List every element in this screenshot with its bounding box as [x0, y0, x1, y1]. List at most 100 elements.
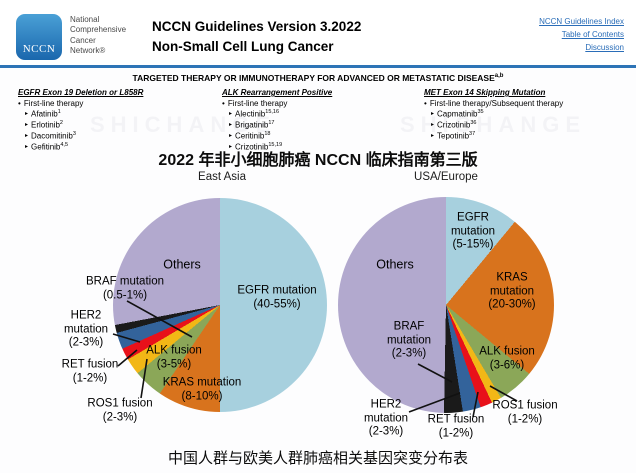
drug-name: Ceritinib18 — [235, 131, 271, 141]
pie-label-line: (2-3%) — [391, 347, 427, 360]
therapy-intro-text: First-line therapy — [227, 99, 288, 109]
triangle-bullet-icon: ▸ — [25, 111, 29, 118]
document-title: NCCN Guidelines Version 3.2022 Non-Small… — [152, 17, 361, 56]
pie-label-line: ALK fusion — [479, 345, 535, 358]
pie-label-line: (1-2%) — [438, 427, 474, 439]
org-line: Comprehensive — [70, 25, 127, 35]
pie-label-others: Others — [163, 258, 201, 273]
pie-label-ret: RET fusion (1-2%) — [428, 413, 485, 440]
pie-label-line: KRAS mutation — [162, 376, 242, 389]
therapy-column-met: MET Exon 14 Skipping Mutation • First-line… — [424, 88, 624, 142]
bullet-icon: • — [424, 99, 427, 109]
therapy-item: ▸ Ceritinib18 — [222, 131, 422, 142]
pie-label-line: mutation — [450, 225, 496, 238]
pie-label-line: HER2 — [70, 309, 102, 322]
reference-superscript: 17 — [268, 120, 275, 127]
therapy-column-egfr: EGFR Exon 19 Deletion or L858R • First-lin… — [18, 88, 218, 153]
cancer-type-title: Non-Small Cell Lung Cancer — [152, 38, 334, 54]
section-heading-footnote: a,b — [494, 73, 504, 80]
pie-label-her2: HER2 mutation (2-3%) — [64, 310, 108, 351]
link-discussion[interactable]: Discussion — [585, 42, 624, 52]
pie-label-braf: BRAF mutation (0.5-1%) — [86, 275, 164, 302]
pie-label-line: RET fusion — [427, 413, 485, 426]
pie-label-line: EGFR mutation — [237, 284, 317, 297]
link-table-of-contents[interactable]: Table of Contents — [561, 29, 624, 39]
org-name: National Comprehensive Cancer Network® — [70, 15, 126, 57]
pie-label-kras: KRAS mutation (20-30%) — [488, 272, 535, 313]
triangle-bullet-icon: ▸ — [25, 144, 29, 151]
bullet-icon: • — [222, 99, 225, 109]
triangle-bullet-icon: ▸ — [25, 133, 29, 140]
therapy-item: ▸ Erlotinib2 — [18, 120, 218, 131]
triangle-bullet-icon: ▸ — [431, 111, 435, 118]
triangle-bullet-icon: ▸ — [229, 122, 233, 129]
therapy-item: ▸ Afatinib1 — [18, 109, 218, 120]
pie-label-line: (0.5-1%) — [102, 289, 148, 301]
pie-label-line: (40-55%) — [253, 298, 301, 310]
chinese-title: 2022 年非小细胞肺癌 NCCN 临床指南第三版 — [158, 152, 478, 169]
header-links: NCCN Guidelines Index Table of Contents … — [539, 16, 624, 54]
pie-label-line: Others — [376, 257, 414, 272]
guidelines-version-title: NCCN Guidelines Version 3.2022 — [152, 19, 362, 34]
triangle-bullet-icon: ▸ — [431, 133, 435, 140]
blue-divider — [0, 65, 636, 68]
pie-label-line: BRAF mutation — [86, 275, 164, 288]
pie-label-alk: ALK fusion (3-5%) — [146, 344, 202, 371]
pie-label-line: (3-6%) — [489, 359, 525, 371]
therapy-column-header: EGFR Exon 19 Deletion or L858R — [18, 88, 144, 97]
watermark-text: SHICHANGE — [90, 112, 277, 137]
pie-label-line: mutation — [489, 285, 535, 298]
therapy-column-header: ALK Rearrangement Positive — [222, 88, 333, 97]
drug-name: Brigatinib17 — [235, 120, 275, 131]
therapy-item: ▸ Brigatinib17 — [222, 120, 422, 131]
therapy-item: ▸ Dacomitinib3 — [18, 131, 218, 142]
therapy-intro-text: First-line therapy/Subsequent therapy — [429, 99, 564, 109]
reference-superscript: 3 — [72, 131, 76, 138]
pie-label-line: (8-10%) — [181, 390, 223, 402]
org-line: National — [70, 15, 100, 24]
drug-name: Capmatinib35 — [437, 109, 484, 120]
pie-label-line: mutation — [63, 323, 109, 336]
pie-label-line: (2-3%) — [68, 336, 104, 349]
pie-label-ros1: ROS1 fusion (2-3%) — [87, 397, 152, 424]
pie-label-line: EGFR — [457, 211, 489, 224]
therapy-item: ▸ Alectinib15,16 — [222, 109, 422, 120]
link-guidelines-index[interactable]: NCCN Guidelines Index — [539, 17, 624, 26]
pie-label-line: (2-3%) — [102, 411, 138, 423]
therapy-intro: • First-line therapy — [18, 99, 218, 109]
pie-label-ret: RET fusion (1-2%) — [62, 358, 119, 385]
pie-label-line: ROS1 fusion — [87, 397, 153, 410]
pie-label-alk: ALK fusion (3-6%) — [479, 345, 535, 372]
therapy-column-alk: ALK Rearrangement Positive • First-line th… — [222, 88, 422, 153]
usa-europe-label: USA/Europe — [414, 171, 478, 183]
reference-superscript: 37 — [469, 131, 476, 138]
section-heading-text: TARGETED THERAPY OR IMMUNOTHERAPY FOR AD… — [132, 73, 495, 83]
pie-label-others: Others — [376, 258, 414, 273]
pie-label-line: mutation — [386, 334, 432, 347]
pie-label-line: ROS1 fusion — [492, 399, 558, 412]
therapy-item: ▸ Capmatinib35 — [424, 109, 624, 120]
therapy-item: ▸ Gefitinib4,5 — [18, 142, 218, 153]
reference-superscript: 18 — [264, 131, 271, 138]
drug-name: Afatinib1 — [31, 109, 61, 120]
watermark-text: SHICHANGE — [400, 112, 587, 137]
triangle-bullet-icon: ▸ — [229, 144, 233, 151]
therapy-item: ▸ Tepotinib37 — [424, 131, 624, 142]
pie-label-line: (1-2%) — [507, 413, 543, 425]
chinese-caption: 中国人群与欧美人群肺癌相关基因突变分布表 — [167, 450, 468, 467]
triangle-bullet-icon: ▸ — [431, 122, 435, 129]
pie-label-line: (1-2%) — [72, 372, 108, 384]
therapy-intro: • First-line therapy/Subsequent therapy — [424, 99, 624, 109]
header: NCCN National Comprehensive Cancer Netwo… — [0, 0, 636, 66]
reference-superscript: 36 — [470, 120, 477, 127]
therapy-intro: • First-line therapy — [222, 99, 422, 109]
drug-name: Alectinib15,16 — [235, 109, 280, 120]
drug-name: Gefitinib4,5 — [31, 142, 69, 152]
reference-superscript: 2 — [59, 120, 63, 127]
org-line: Cancer — [70, 35, 96, 45]
pie-label-line: BRAF — [393, 320, 425, 333]
drug-name: Crizotinib15,19 — [235, 142, 283, 152]
bullet-icon: • — [18, 99, 21, 109]
pie-label-line: Others — [163, 257, 201, 272]
